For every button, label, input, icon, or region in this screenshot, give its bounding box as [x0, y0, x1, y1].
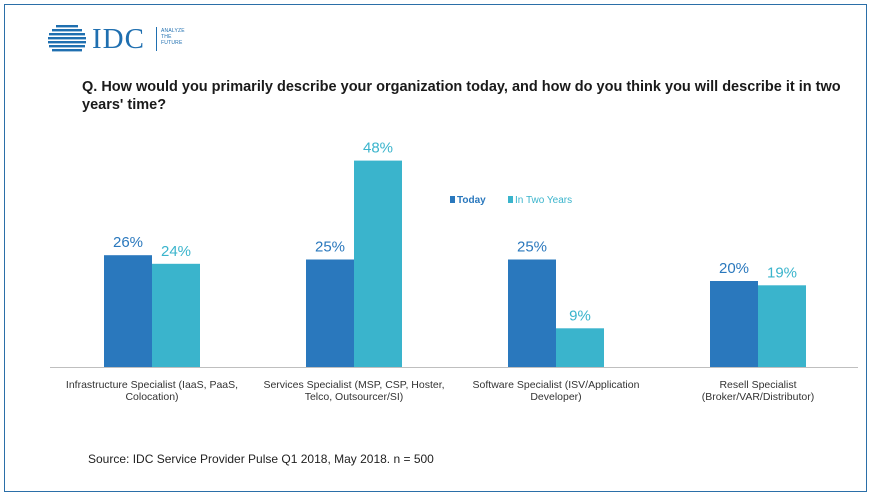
logo-divider — [156, 27, 157, 51]
legend-label: Today — [457, 195, 486, 206]
bar-two-years — [556, 328, 604, 367]
bar-two-years — [152, 263, 200, 367]
data-label: 26% — [113, 234, 143, 251]
survey-question: Q. How would you primarily describe your… — [82, 79, 841, 113]
bar-today — [508, 259, 556, 367]
category-label: Developer) — [530, 391, 581, 403]
logo-tagline: ANALYZE THE FUTURE — [161, 28, 201, 46]
tagline-line: FUTURE — [161, 40, 183, 46]
category-label: Software Specialist (ISV/Application — [473, 379, 640, 391]
data-label: 20% — [719, 260, 749, 277]
source-note: Source: IDC Service Provider Pulse Q1 20… — [88, 452, 434, 466]
category-label: (Broker/VAR/Distributor) — [702, 391, 814, 403]
bar-today — [710, 281, 758, 367]
data-label: 25% — [517, 239, 547, 256]
data-label: 48% — [363, 140, 393, 157]
chart-frame — [4, 4, 867, 492]
logo-text: IDC — [92, 23, 145, 55]
data-label: 25% — [315, 239, 345, 256]
tagline-line: ANALYZE — [161, 28, 185, 34]
legend-swatch — [450, 196, 455, 203]
category-label: Telco, Outsourcer/SI) — [305, 391, 404, 403]
bar-two-years — [758, 285, 806, 367]
bar-today — [306, 259, 354, 367]
bar-two-years — [354, 160, 402, 367]
data-label: 24% — [161, 243, 191, 260]
legend-swatch — [508, 196, 513, 203]
category-label: Infrastructure Specialist (IaaS, PaaS, — [66, 379, 238, 391]
category-label: Resell Specialist — [719, 379, 796, 391]
data-label: 9% — [569, 307, 591, 324]
category-label: Colocation) — [125, 391, 178, 403]
legend-label: In Two Years — [515, 195, 572, 206]
category-label: Services Specialist (MSP, CSP, Hoster, — [263, 379, 444, 391]
globe-icon — [48, 25, 86, 52]
tagline-line: THE — [161, 34, 172, 40]
bar-today — [104, 255, 152, 367]
data-label: 19% — [767, 264, 797, 281]
